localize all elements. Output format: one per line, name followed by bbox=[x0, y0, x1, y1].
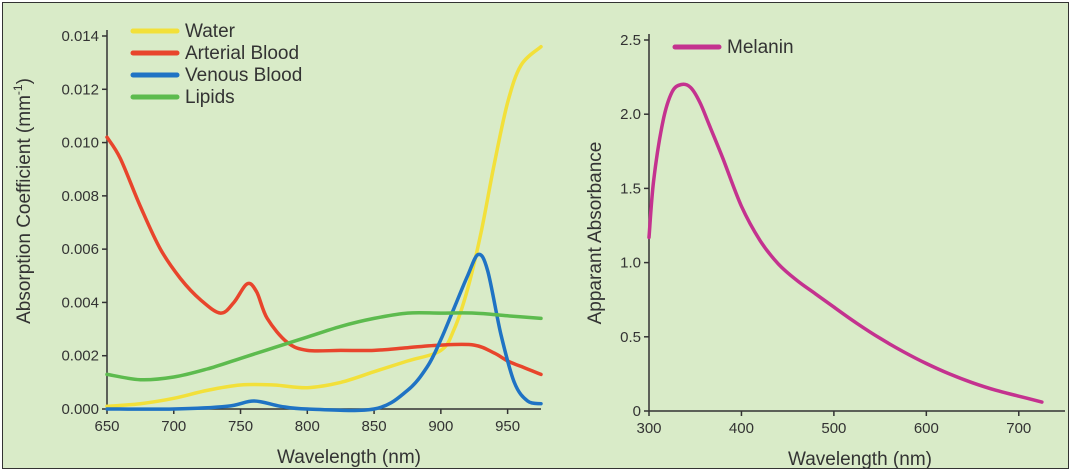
series-line-venous-blood bbox=[105, 252, 543, 413]
right-x-tick-label: 400 bbox=[729, 420, 754, 437]
series-line-water bbox=[105, 44, 543, 409]
series-line-arterial-blood bbox=[105, 135, 543, 377]
right-y-axis-title: Apparant Absorbance bbox=[585, 142, 606, 325]
right-y-tick-label: 1.0 bbox=[620, 255, 641, 272]
right-series bbox=[647, 82, 1044, 404]
left-x-tick-label: 800 bbox=[295, 418, 320, 435]
legend-label-arterial-blood: Arterial Blood bbox=[185, 43, 299, 64]
left-y-tick-label: 0.012 bbox=[61, 81, 99, 98]
right-legend: Melanin bbox=[672, 37, 794, 58]
right-y-tick-label: 0.5 bbox=[620, 329, 641, 346]
right-y-tick-label: 2.0 bbox=[620, 106, 641, 123]
right-x-axis-title: Wavelength (nm) bbox=[788, 449, 932, 470]
left-x-tick-label: 850 bbox=[362, 418, 387, 435]
legend-label-melanin: Melanin bbox=[727, 37, 794, 58]
left-chart: 650 700 750 800 850 900 950 0.000 0.002 0.004 0.00… bbox=[11, 21, 543, 468]
right-axes: 300 400 500 600 700 0 0.5 1.0 1.5 2.0 2.5 bbox=[620, 32, 1065, 437]
right-x-tick-label: 500 bbox=[821, 420, 846, 437]
left-y-tick-label: 0.014 bbox=[61, 28, 99, 45]
legend-label-lipids: Lipids bbox=[185, 87, 235, 108]
left-x-tick-label: 700 bbox=[161, 418, 186, 435]
left-y-tick-label: 0.010 bbox=[61, 135, 99, 152]
left-y-axis-title-main: Absorption Coefficient (mm bbox=[14, 95, 35, 324]
series-line-lipids bbox=[105, 310, 543, 382]
left-y-tick-label: 0.000 bbox=[61, 401, 99, 418]
right-x-tick-label: 600 bbox=[914, 420, 939, 437]
left-axes: 650 700 750 800 850 900 950 0.000 0.002 0.004 0.00… bbox=[61, 28, 541, 435]
left-x-tick-label: 650 bbox=[94, 418, 119, 435]
legend-label-water: Water bbox=[185, 21, 236, 42]
left-y-axis-title-sup: -1 bbox=[11, 84, 25, 95]
left-y-tick-label: 0.002 bbox=[61, 348, 99, 365]
right-y-tick-label: 0 bbox=[633, 403, 641, 420]
left-y-tick-label: 0.004 bbox=[61, 294, 99, 311]
left-y-axis-title-close: ) bbox=[14, 78, 35, 84]
left-x-axis-title: Wavelength (nm) bbox=[277, 447, 421, 468]
right-x-tick-label: 300 bbox=[636, 420, 661, 437]
series-line-melanin bbox=[647, 82, 1044, 404]
left-series bbox=[105, 44, 543, 413]
left-y-tick-label: 0.008 bbox=[61, 188, 99, 205]
left-y-axis-title: Absorption Coefficient (mm-1) bbox=[11, 78, 35, 324]
right-y-tick-label: 2.5 bbox=[620, 32, 641, 49]
legend-label-venous-blood: Venous Blood bbox=[185, 65, 302, 86]
left-x-tick-label: 750 bbox=[228, 418, 253, 435]
charts-canvas: 650 700 750 800 850 900 950 0.000 0.002 0.004 0.00… bbox=[11, 21, 1065, 470]
right-x-tick-label: 700 bbox=[1006, 420, 1031, 437]
right-y-tick-label: 1.5 bbox=[620, 180, 641, 197]
left-x-tick-label: 900 bbox=[428, 418, 453, 435]
left-x-tick-label: 950 bbox=[495, 418, 520, 435]
left-y-tick-label: 0.006 bbox=[61, 241, 99, 258]
